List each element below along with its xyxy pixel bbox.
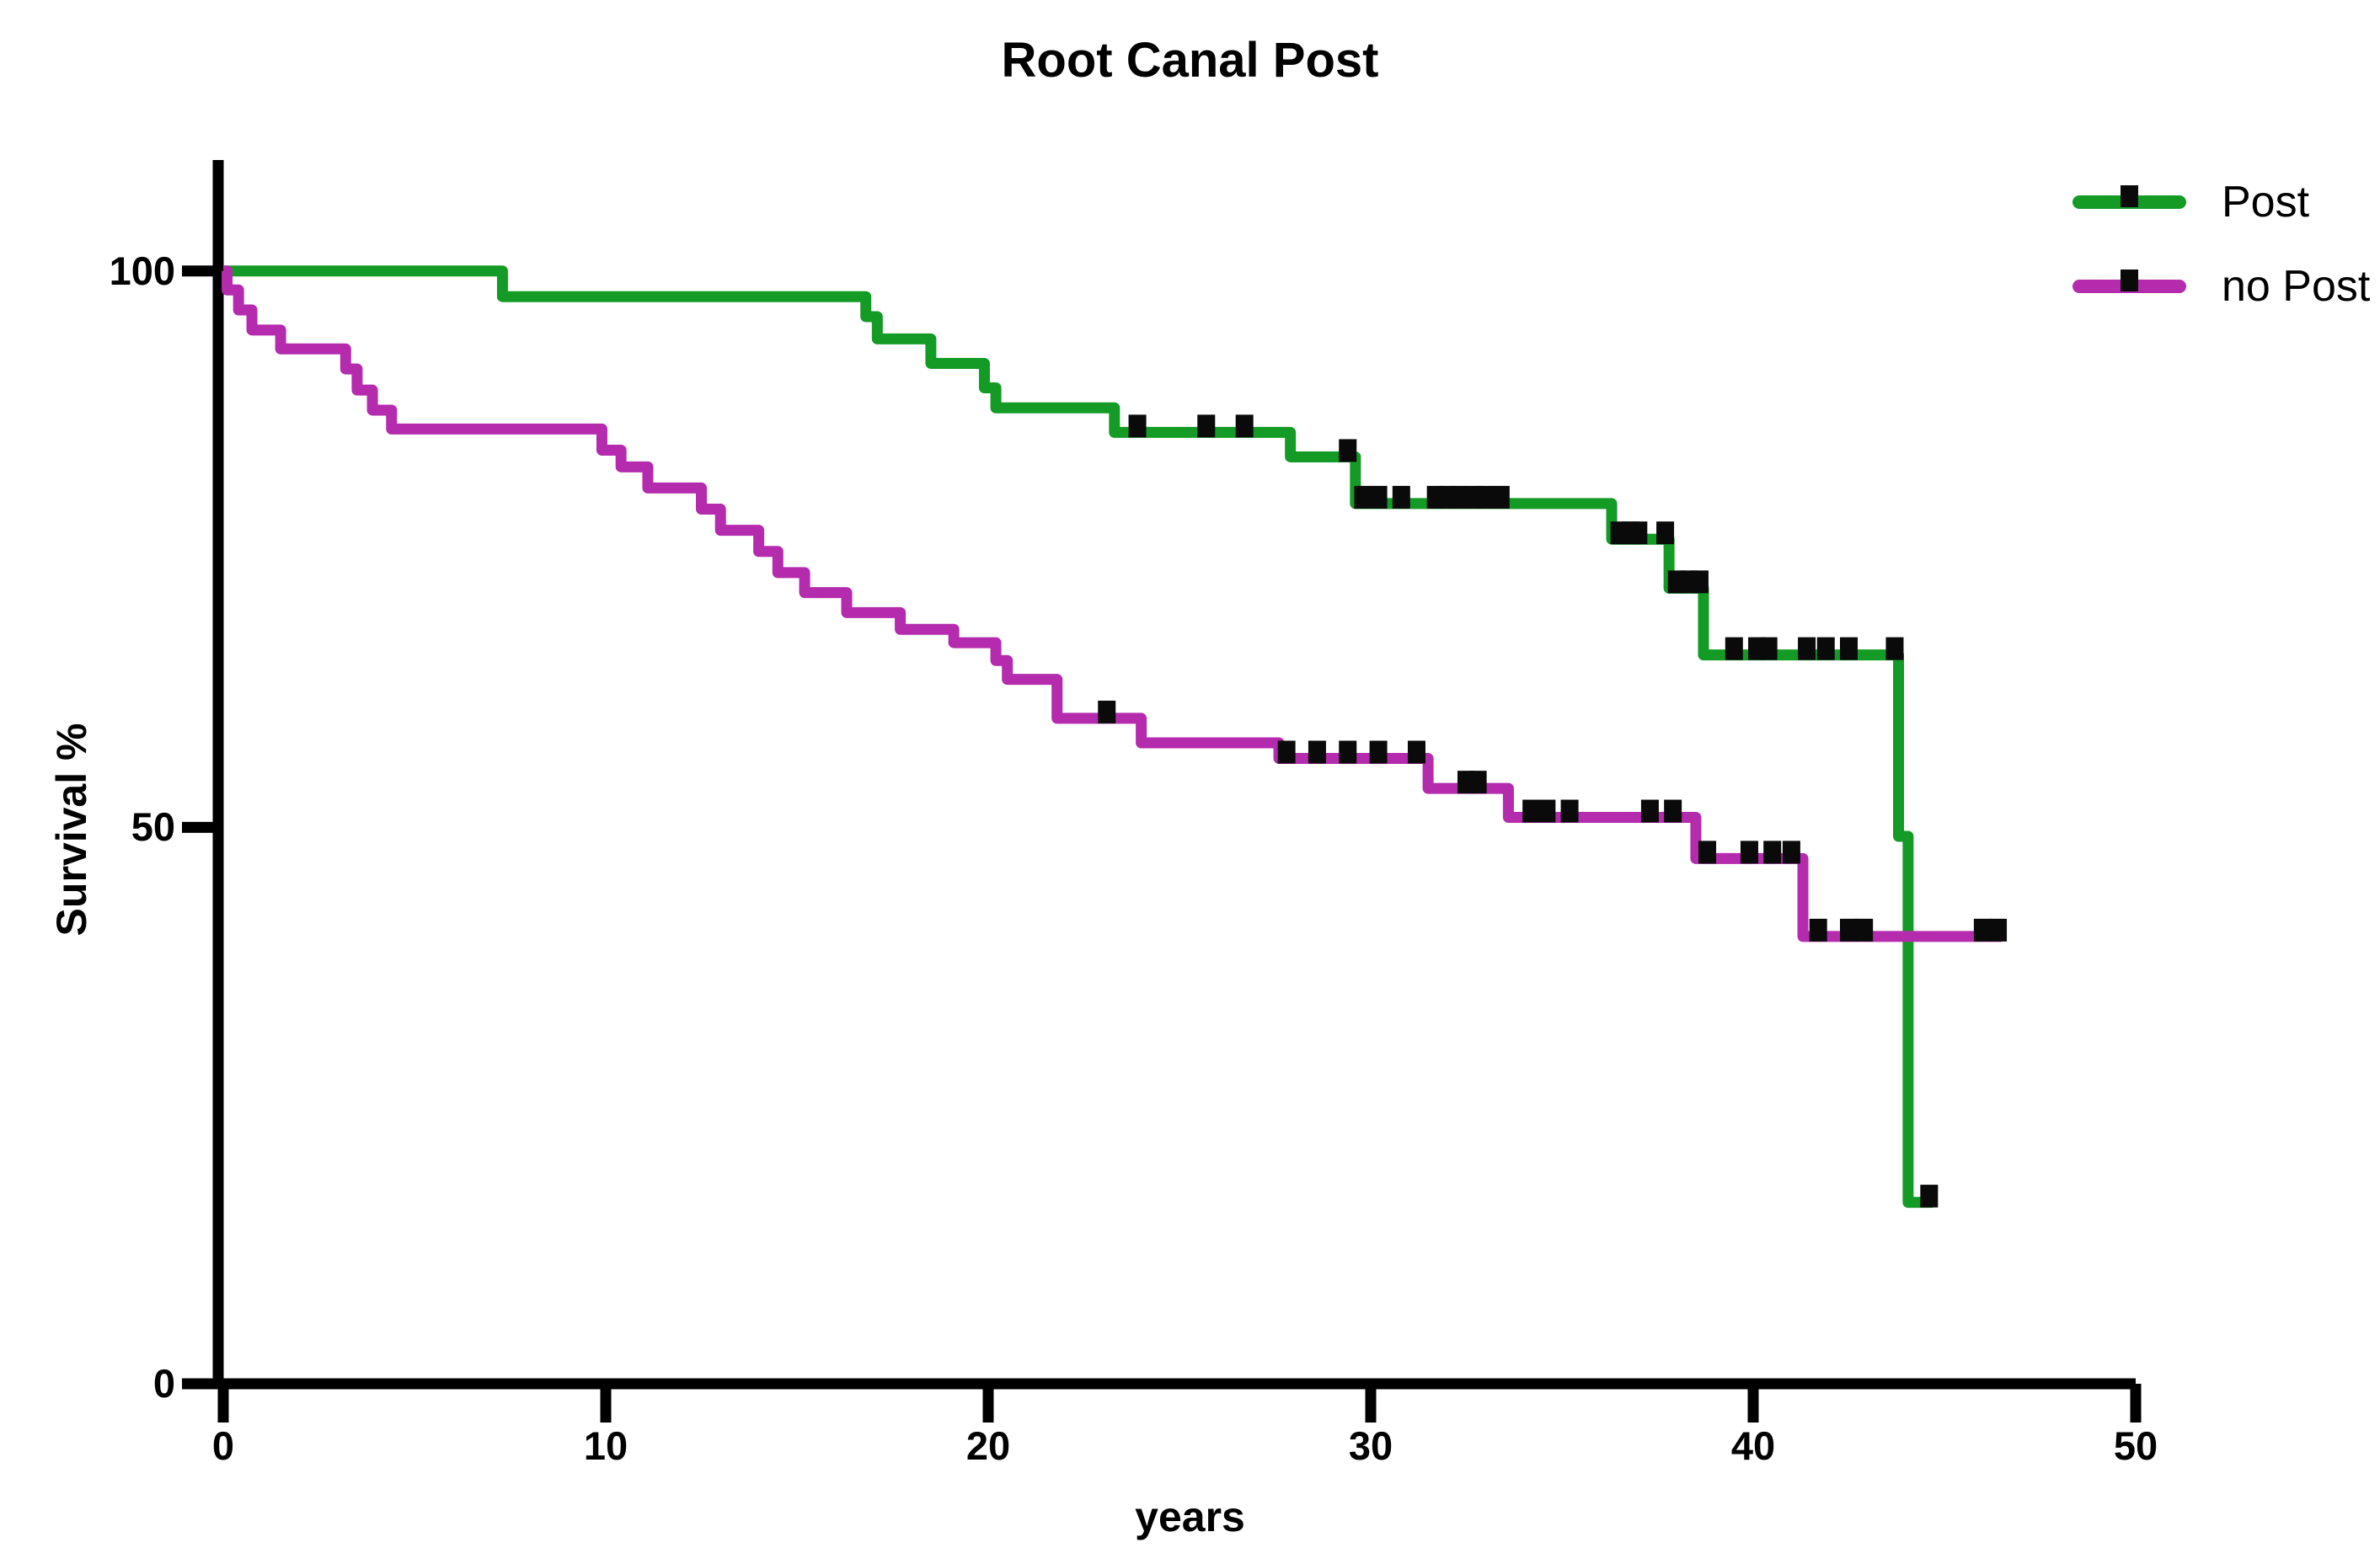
x-tick-label: 0 bbox=[211, 1423, 235, 1468]
censor-mark bbox=[1449, 485, 1468, 509]
x-tick-label: 30 bbox=[1348, 1423, 1393, 1468]
censor-mark bbox=[1235, 414, 1254, 438]
censor-mark bbox=[1989, 918, 2008, 942]
censor-mark bbox=[1920, 1184, 1939, 1208]
censor-mark bbox=[1629, 521, 1648, 545]
post-line-icon bbox=[2072, 185, 2186, 209]
censor-tick-icon bbox=[2121, 185, 2138, 207]
censor-mark bbox=[1782, 841, 1800, 864]
censor-mark bbox=[1740, 841, 1758, 864]
censor-tick-icon bbox=[2121, 270, 2138, 291]
y-tick-label: 50 bbox=[131, 804, 175, 850]
no-post-line-icon bbox=[2072, 270, 2186, 293]
censor-mark bbox=[1538, 799, 1556, 823]
legend-label-post: Post bbox=[2222, 178, 2310, 227]
censor-mark bbox=[1840, 918, 1858, 942]
censor-mark bbox=[1369, 485, 1388, 509]
censor-mark bbox=[1491, 485, 1510, 509]
x-tick-label: 10 bbox=[583, 1423, 628, 1468]
plot-title: Root Canal Post bbox=[1001, 33, 1379, 88]
legend-item-post: Post bbox=[2072, 160, 2370, 244]
censor-mark bbox=[1798, 637, 1816, 660]
survival-curve-post bbox=[223, 265, 1933, 1209]
censor-mark bbox=[1763, 841, 1782, 864]
censor-mark bbox=[1698, 841, 1717, 864]
x-axis-title: years bbox=[1135, 1493, 1245, 1540]
x-tick-label: 50 bbox=[2113, 1423, 2158, 1468]
censor-mark bbox=[1522, 799, 1541, 823]
censor-mark bbox=[1197, 414, 1216, 438]
censor-mark bbox=[1098, 700, 1116, 723]
censor-mark bbox=[1339, 740, 1357, 764]
censor-mark bbox=[1339, 439, 1357, 462]
y-tick-label: 100 bbox=[109, 248, 175, 293]
censor-mark bbox=[1560, 799, 1579, 823]
censor-mark bbox=[1690, 570, 1709, 594]
x-tick-label: 20 bbox=[965, 1423, 1011, 1468]
censor-mark bbox=[1816, 637, 1835, 660]
censor-mark bbox=[1840, 637, 1858, 660]
censor-mark bbox=[1640, 799, 1659, 823]
censor-mark bbox=[1664, 799, 1682, 823]
censor-mark bbox=[1759, 637, 1778, 660]
censor-mark bbox=[1308, 740, 1326, 764]
censor-mark bbox=[1725, 637, 1743, 660]
survival-curve-no-post bbox=[222, 265, 2003, 942]
censor-mark bbox=[1855, 918, 1874, 942]
censor-mark bbox=[1656, 521, 1675, 545]
censor-mark bbox=[1973, 918, 1992, 942]
x-tick-label: 40 bbox=[1730, 1423, 1776, 1468]
censor-mark bbox=[1407, 740, 1425, 764]
censor-mark bbox=[1392, 485, 1410, 509]
censor-mark bbox=[1476, 485, 1495, 509]
legend-label-no-post: no Post bbox=[2222, 262, 2371, 311]
censor-mark bbox=[1354, 485, 1372, 509]
legend: Post no Post bbox=[2072, 160, 2370, 328]
censor-mark bbox=[1468, 771, 1487, 794]
censor-mark bbox=[1809, 918, 1827, 942]
censor-mark bbox=[1369, 740, 1388, 764]
y-tick-label: 0 bbox=[152, 1361, 175, 1406]
legend-item-no-post: no Post bbox=[2072, 244, 2370, 328]
censor-mark bbox=[1277, 740, 1296, 764]
censor-mark bbox=[1128, 414, 1147, 438]
censor-mark bbox=[1885, 637, 1904, 660]
